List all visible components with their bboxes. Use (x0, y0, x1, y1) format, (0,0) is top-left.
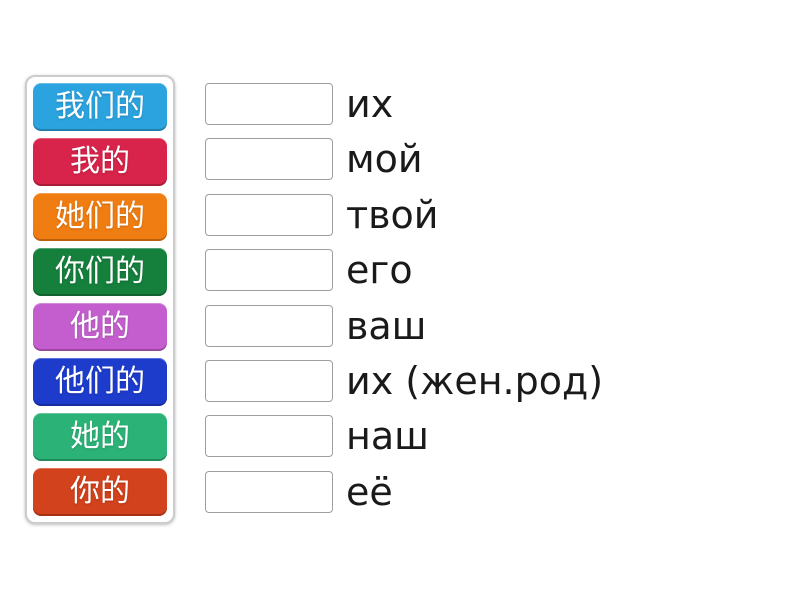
match-row-1: их (205, 83, 603, 125)
drop-zone-8[interactable] (205, 470, 333, 513)
drop-zone-6[interactable] (205, 359, 333, 402)
drag-tile-3[interactable]: 她们的 (33, 193, 167, 241)
drag-tile-4[interactable]: 你们的 (33, 248, 167, 296)
drop-zone-2[interactable] (205, 138, 333, 181)
match-row-3: твой (205, 192, 603, 237)
target-label-3: твой (346, 192, 439, 237)
target-label-7: наш (346, 414, 429, 459)
drop-zone-1[interactable] (205, 83, 333, 125)
target-label-1: их (346, 82, 394, 126)
target-label-4: его (346, 248, 413, 293)
drop-zone-4[interactable] (205, 249, 333, 292)
match-row-4: его (205, 248, 603, 293)
drop-zone-7[interactable] (205, 415, 333, 458)
drag-tile-1[interactable]: 我们的 (33, 83, 167, 131)
match-row-8: её (205, 469, 603, 514)
drag-tile-6[interactable]: 他们的 (33, 358, 167, 406)
target-label-8: её (346, 469, 393, 514)
match-row-6: их (жен.род) (205, 358, 604, 403)
drop-zone-5[interactable] (205, 304, 333, 347)
drag-tile-2[interactable]: 我的 (33, 138, 167, 186)
match-rows: их мой твой его ваш их (жен.род) наш её (205, 83, 603, 526)
drag-tile-5[interactable]: 他的 (33, 303, 167, 351)
target-label-5: ваш (346, 303, 427, 348)
target-label-2: мой (346, 137, 423, 182)
drop-zone-3[interactable] (205, 193, 333, 236)
drag-tile-7[interactable]: 她的 (33, 413, 167, 461)
drag-tile-8[interactable]: 你的 (33, 468, 167, 516)
match-row-5: ваш (205, 303, 603, 348)
match-row-2: мой (205, 137, 603, 182)
target-label-6: их (жен.род) (346, 358, 604, 403)
match-row-7: наш (205, 414, 603, 459)
tile-panel: 我们的 我的 她们的 你们的 他的 他们的 她的 你的 (25, 75, 175, 524)
